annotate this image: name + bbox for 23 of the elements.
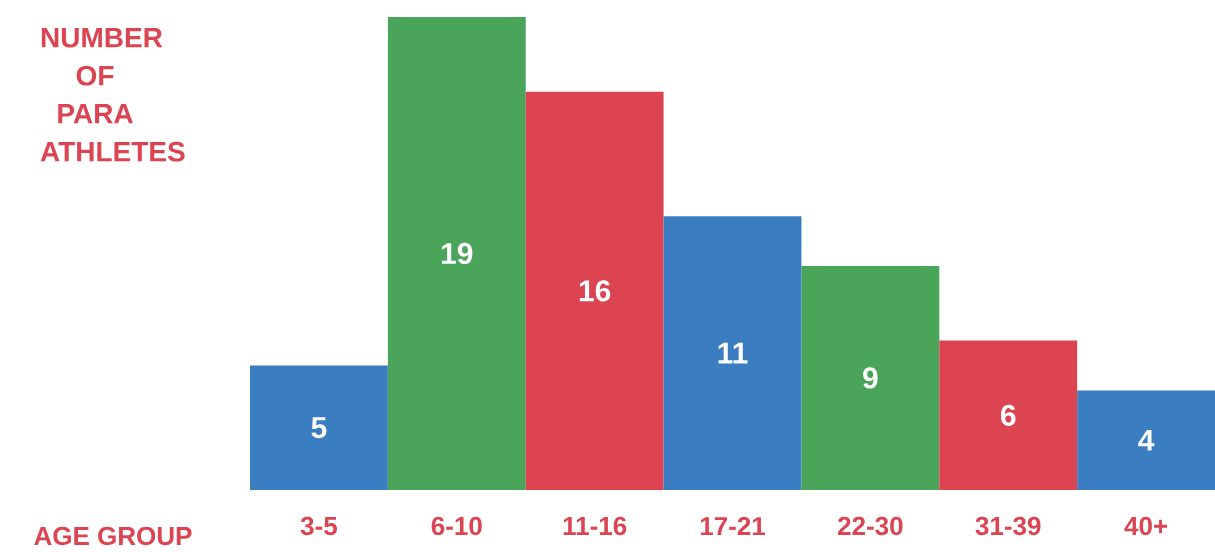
bar (525, 91, 664, 491)
data-label: 5 (311, 417, 327, 439)
bar (250, 365, 388, 491)
bar (387, 17, 526, 491)
x-tick-label: 17-21 (700, 516, 766, 536)
bar (801, 266, 940, 491)
x-tick-label: 11-16 (563, 516, 627, 536)
x-axis-title: AGE GROUP (34, 526, 192, 546)
y-axis-title: NUMBER OF PARA ATHLETES (40, 28, 185, 162)
data-label: 6 (1000, 404, 1016, 426)
data-label: 4 (1138, 429, 1155, 451)
x-tick-label: 31-39 (975, 516, 1041, 536)
x-tick-label: 22-30 (838, 516, 903, 536)
x-tick-label: 3-5 (300, 516, 337, 536)
data-label: 19 (441, 242, 473, 265)
data-label: 16 (579, 280, 611, 302)
x-tick-label: 6-10 (431, 516, 482, 536)
bar (1077, 390, 1215, 491)
bar (939, 340, 1078, 491)
x-tick-label: 40+ (1124, 516, 1168, 536)
data-label: 11 (718, 342, 748, 364)
data-label: 9 (863, 367, 878, 389)
bar (663, 216, 802, 491)
